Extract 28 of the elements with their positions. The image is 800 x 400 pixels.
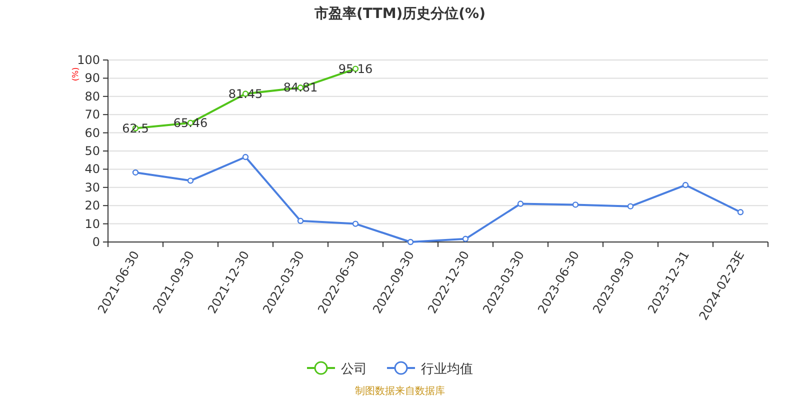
point [407, 238, 414, 246]
y-tick-label: 20 [84, 198, 100, 213]
point [682, 182, 689, 188]
y-tick-label: 60 [84, 126, 100, 140]
legend-label: 行业均值 [421, 362, 473, 377]
point [352, 220, 359, 227]
point [187, 178, 194, 184]
y-tick-label: 40 [84, 162, 100, 176]
y-axis-title: (%) [71, 67, 80, 82]
point [737, 209, 744, 216]
point [242, 154, 249, 160]
point [132, 169, 139, 176]
y-tick-label: 100 [77, 53, 100, 67]
y-tick-label: 80 [84, 89, 100, 104]
y-tick-label: 50 [84, 144, 100, 158]
chart-title: 市盈率(TTM)历史分位(%) [314, 5, 486, 22]
point [572, 202, 579, 208]
legend-label: 公司 [341, 362, 367, 377]
y-tick-label: 10 [84, 216, 100, 231]
text: 制图数据来自数据库 [355, 385, 445, 397]
y-tick-label: 90 [84, 71, 100, 86]
point [517, 200, 524, 207]
y-tick-label: 30 [84, 180, 100, 194]
point [462, 236, 469, 242]
y-tick-label: 70 [84, 108, 100, 122]
y-tick-label: 0 [92, 235, 100, 249]
point [297, 218, 304, 224]
point [627, 203, 634, 210]
